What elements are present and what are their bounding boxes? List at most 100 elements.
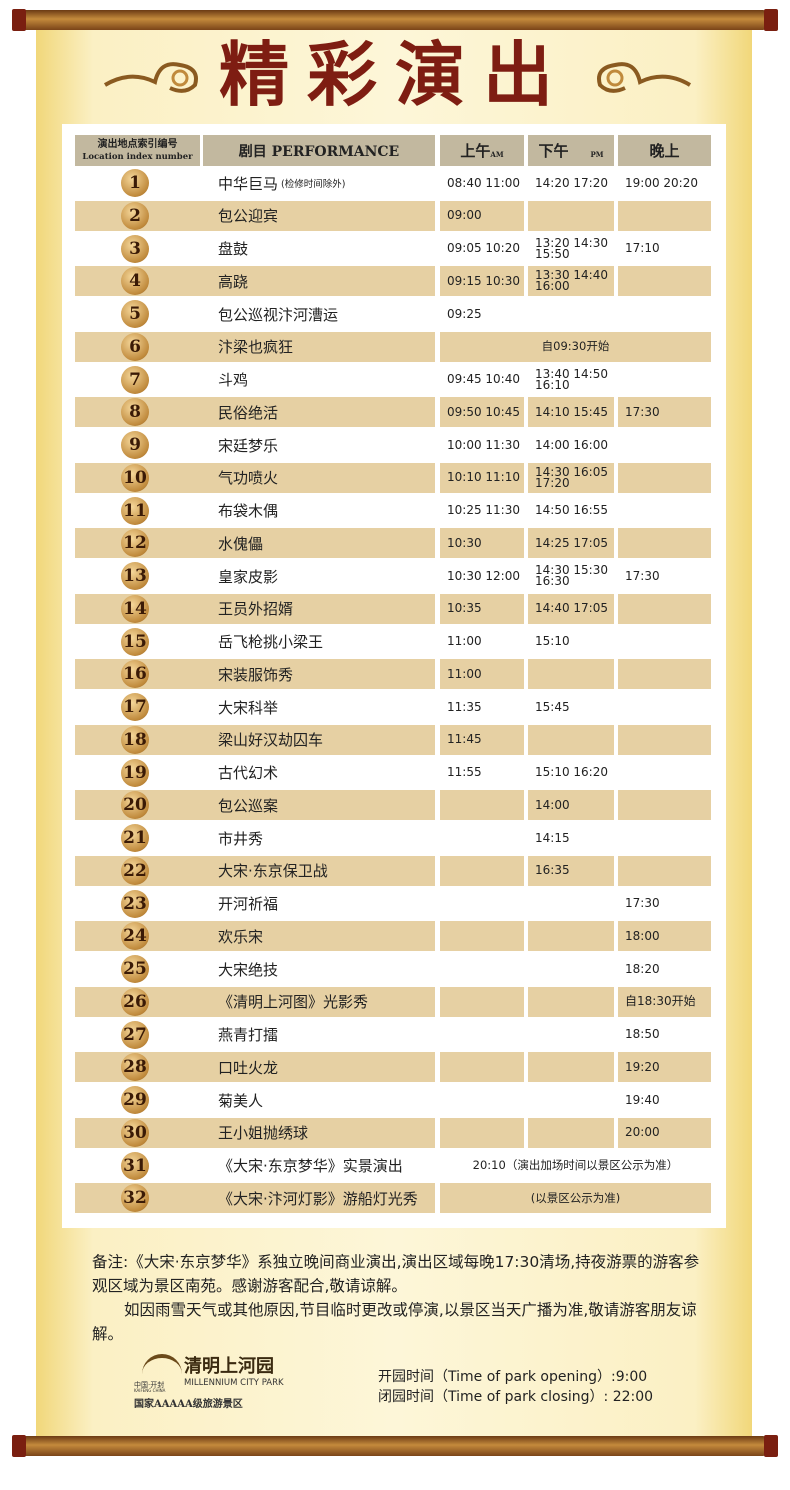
index-badge: 2 [121, 201, 149, 230]
evening-cell [618, 692, 711, 722]
evening-cell: 17:30 [625, 896, 660, 910]
am-cell: 09:50 10:45 [440, 397, 524, 428]
index-badge: 15 [121, 627, 149, 656]
am-cell: 09:05 10:20 [447, 241, 520, 255]
index-badge: 3 [121, 234, 149, 263]
performance-name: 高跷 [218, 266, 433, 296]
evening-cell [618, 365, 711, 395]
name-text: 高跷 [218, 272, 249, 291]
am-cell [440, 1020, 524, 1050]
name-text: 市井秀 [218, 829, 264, 848]
index-badge: 30 [121, 1118, 149, 1147]
pm-cell: 15:10 16:20 [535, 765, 608, 779]
performance-name: 王小姐抛绣球 [218, 1118, 433, 1148]
index-badge: 16 [121, 660, 149, 689]
performance-name: 开河祈福 [218, 889, 433, 919]
index-badge: 32 [121, 1184, 149, 1213]
pm-cell [528, 200, 614, 231]
am-cell: 10:25 11:30 [447, 503, 520, 517]
am-cell [440, 855, 524, 886]
pm-cell [528, 299, 614, 329]
closing-hours: 闭园时间（Time of park closing）: 22:00 [378, 1389, 654, 1405]
name-text: 宋装服饰秀 [218, 665, 294, 684]
evening-cell [618, 724, 711, 755]
index-badge: 5 [121, 300, 149, 328]
am-cell: 09:00 [440, 200, 524, 231]
name-text: 古代幻术 [218, 764, 279, 782]
index-badge: 1 [121, 169, 149, 197]
index-badge: 18 [121, 725, 149, 754]
index-badge: 4 [121, 267, 149, 296]
pm-cell: 14:15 [535, 830, 570, 845]
header-index-en: Location index number [82, 151, 193, 162]
pm-cell: 14:25 17:05 [528, 528, 614, 559]
logo-rating: 国家AAAAA级旅游景区 [134, 1399, 243, 1410]
evening-cell: 19:00 20:20 [625, 175, 698, 190]
header-am-en: AM [490, 150, 504, 159]
performance-name: 汴梁也疯狂 [218, 332, 433, 362]
evening-cell [618, 758, 711, 788]
header-pm-en: PM [590, 150, 604, 159]
pm-cell [528, 1085, 614, 1115]
name-text: 大宋绝技 [218, 960, 279, 979]
performance-name: 岳飞枪挑小梁王 [218, 627, 433, 657]
cloud-ornament [597, 62, 692, 93]
index-badge: 19 [121, 758, 149, 787]
am-cell [440, 823, 524, 853]
name-text: 盘鼓 [218, 240, 249, 258]
pm-cell [528, 986, 614, 1017]
name-text: 皇家皮影 [218, 567, 279, 586]
pm-cell [528, 1052, 614, 1083]
evening-cell [618, 790, 711, 821]
index-badge: 11 [121, 496, 149, 525]
am-cell [440, 921, 524, 952]
span-cell: 自09:30开始 [440, 331, 711, 362]
evening-cell: 18:50 [625, 1027, 660, 1041]
performance-name: 包公迎宾 [218, 201, 433, 231]
performance-name: 大宋科举 [218, 692, 433, 722]
name-note: (检修时间除外) [281, 179, 346, 190]
evening-cell [618, 266, 711, 297]
pm-cell [528, 724, 614, 755]
am-cell: 09:45 10:40 [447, 372, 520, 386]
index-badge: 26 [121, 987, 149, 1016]
header-pm: 下午 PM [528, 135, 614, 166]
performance-name: 民俗绝活 [218, 397, 433, 427]
performance-name: 燕青打擂 [218, 1020, 433, 1050]
index-badge: 23 [121, 889, 149, 918]
evening-cell [618, 462, 711, 493]
name-text: 斗鸡 [218, 371, 249, 389]
performance-name: 《大宋·汴河灯影》游船灯光秀 [218, 1183, 433, 1213]
performance-name: 菊美人 [218, 1085, 433, 1115]
evening-cell: 18:00 [618, 921, 711, 952]
index-badge: 27 [121, 1020, 149, 1049]
name-text: 王小姐抛绣球 [218, 1124, 309, 1143]
pm-cell: 13:20 14:30 15:50 [535, 235, 608, 261]
logo-name: 清明上河园 [184, 1356, 274, 1377]
index-badge: 31 [121, 1151, 149, 1180]
span-cell: 20:10（演出加场时间以景区公示为准） [472, 1158, 679, 1172]
am-cell [440, 986, 524, 1017]
header-index: 演出地点索引编号 Location index number [75, 135, 200, 166]
evening-cell [618, 430, 711, 460]
evening-cell [618, 528, 711, 559]
am-cell [440, 954, 524, 984]
evening-cell: 18:20 [625, 961, 660, 976]
am-cell: 09:15 10:30 [440, 266, 524, 297]
pm-cell [528, 889, 614, 919]
name-text: 包公巡案 [218, 796, 279, 815]
performance-name: 《大宋·东京梦华》实景演出 [218, 1151, 433, 1181]
cloud-ornament [103, 62, 198, 93]
evening-cell [618, 659, 711, 690]
name-text: 《大宋·东京梦华》实景演出 [218, 1157, 403, 1175]
performance-name: 欢乐宋 [218, 921, 433, 951]
pm-cell [528, 921, 614, 952]
pm-cell: 14:10 15:45 [528, 397, 614, 428]
evening-cell: 20:00 [618, 1117, 711, 1148]
index-badge: 17 [121, 693, 149, 721]
logo: 清明上河园 中国·开封 KAIFENG CHINA MILLENNIUM CITY P… [132, 1352, 292, 1410]
am-cell: 11:45 [440, 724, 524, 755]
index-badge: 7 [121, 365, 149, 394]
performance-name: 气功喷火 [218, 463, 433, 493]
